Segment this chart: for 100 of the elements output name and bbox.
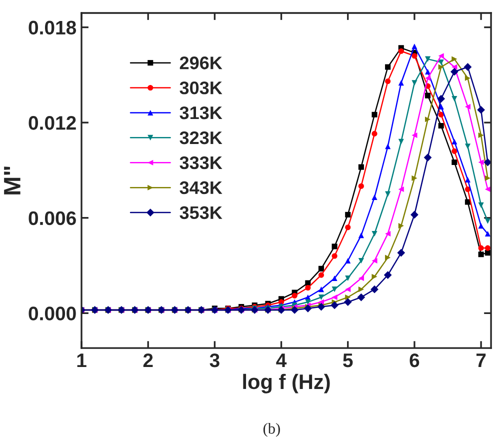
- point: [478, 202, 484, 208]
- point: [332, 294, 338, 300]
- point: [385, 64, 391, 70]
- point: [332, 286, 338, 292]
- point: [452, 160, 458, 166]
- point: [438, 64, 444, 70]
- point: [452, 64, 458, 70]
- text: (b): [263, 422, 280, 437]
- y-tick-label: 0.000: [28, 306, 76, 320]
- point: [464, 104, 471, 110]
- point: [305, 284, 311, 291]
- legend-label: 303K: [180, 81, 222, 94]
- legend-label: 343K: [180, 181, 222, 194]
- y-tick-label: 0.006: [28, 211, 76, 226]
- point: [330, 301, 338, 310]
- point: [478, 132, 484, 138]
- point: [385, 144, 391, 150]
- point: [372, 258, 378, 264]
- point: [345, 212, 351, 218]
- point: [478, 223, 484, 229]
- point: [478, 160, 484, 166]
- point: [384, 271, 392, 279]
- point: [372, 230, 378, 237]
- point: [452, 56, 458, 62]
- point: [358, 258, 364, 264]
- point: [318, 294, 324, 300]
- point: [452, 96, 458, 102]
- point: [345, 286, 351, 292]
- point: [424, 154, 432, 162]
- x-tick-label: 4: [276, 354, 287, 368]
- x-tick-label: 3: [210, 353, 220, 368]
- point: [412, 175, 418, 181]
- legend-label: 323K: [180, 131, 222, 144]
- point: [332, 244, 338, 250]
- point: [385, 254, 391, 260]
- x-tick-label: 6: [410, 353, 420, 368]
- point: [452, 148, 458, 154]
- point: [478, 245, 484, 251]
- point: [438, 53, 444, 59]
- point: [438, 122, 444, 129]
- point: [464, 63, 472, 71]
- y-axis-title: M": [4, 166, 20, 194]
- point: [412, 44, 418, 50]
- point: [452, 138, 458, 144]
- point: [358, 232, 364, 238]
- point: [464, 186, 471, 192]
- point: [464, 144, 471, 150]
- point: [318, 299, 324, 305]
- point: [304, 304, 312, 312]
- point: [478, 252, 484, 258]
- point: [450, 68, 458, 76]
- point: [345, 294, 351, 300]
- point: [425, 56, 431, 62]
- legend-label: 353K: [180, 206, 222, 220]
- point: [438, 112, 444, 118]
- point: [370, 285, 378, 294]
- point: [345, 275, 351, 281]
- point: [290, 306, 299, 314]
- point: [425, 116, 431, 122]
- point: [345, 224, 351, 230]
- point: [385, 230, 391, 237]
- point: [425, 75, 431, 81]
- point: [318, 286, 324, 292]
- point: [358, 183, 364, 189]
- x-tick-label: 2: [143, 353, 153, 368]
- point: [372, 194, 378, 200]
- x-tick-label: 1: [77, 354, 86, 368]
- point: [358, 164, 364, 170]
- point: [398, 186, 404, 192]
- point: [332, 275, 338, 281]
- point: [358, 275, 364, 281]
- point: [412, 53, 418, 59]
- point: [464, 199, 471, 205]
- point: [410, 210, 418, 219]
- legend-label: 313K: [180, 106, 222, 120]
- y-tick-label: 0.018: [28, 20, 76, 35]
- point: [332, 253, 338, 259]
- legend-label: 296K: [180, 56, 222, 70]
- legend-label: 333K: [180, 156, 222, 170]
- point: [357, 293, 366, 302]
- point: [484, 158, 492, 166]
- point: [305, 280, 311, 286]
- point: [412, 132, 418, 138]
- point: [484, 230, 490, 237]
- point: [358, 286, 364, 292]
- point: [484, 175, 490, 181]
- point: [344, 298, 352, 306]
- point: [292, 292, 298, 298]
- point: [477, 106, 485, 114]
- point: [398, 223, 404, 229]
- point: [464, 176, 471, 183]
- point: [372, 112, 378, 118]
- point: [398, 48, 404, 54]
- point: [372, 274, 378, 280]
- point: [484, 245, 490, 251]
- point: [372, 130, 378, 136]
- point: [318, 272, 324, 278]
- point: [345, 258, 351, 264]
- x-tick-label: 5: [343, 354, 353, 368]
- y-tick-label: 0.012: [28, 116, 76, 130]
